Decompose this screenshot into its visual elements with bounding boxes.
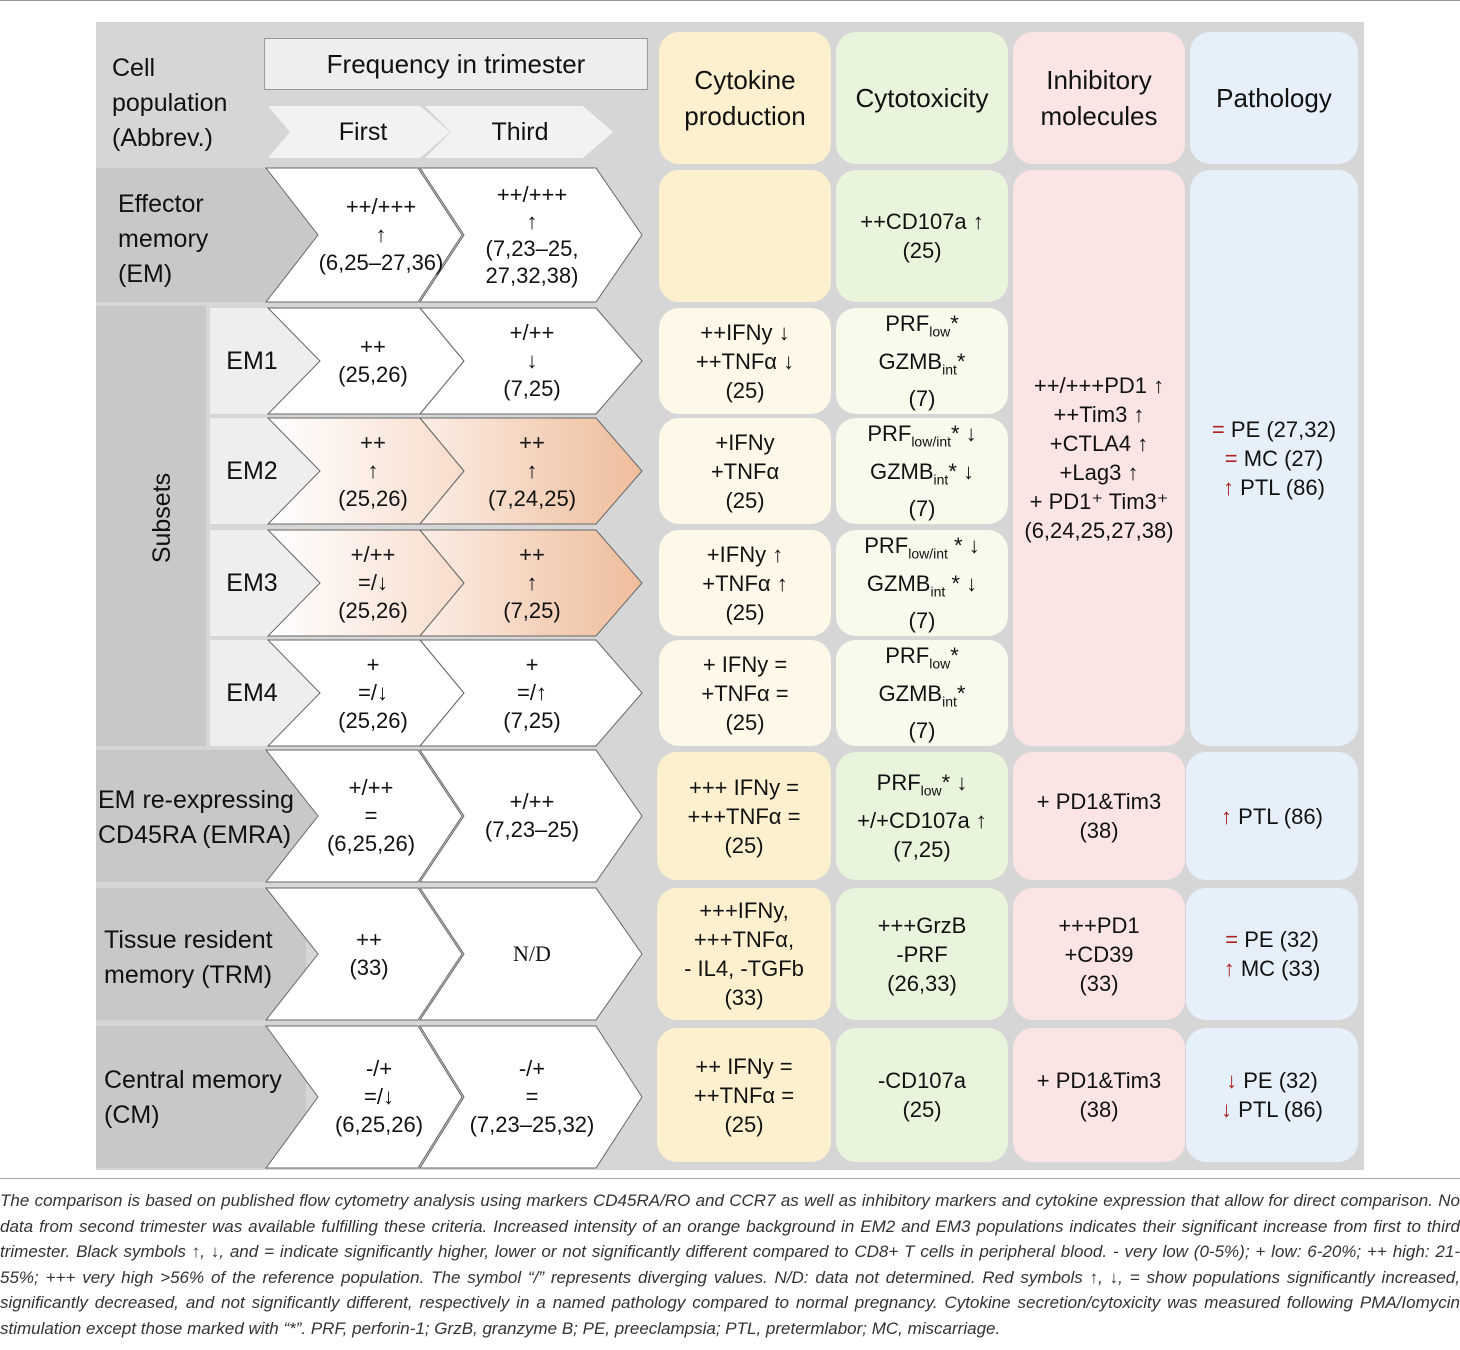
row-band-trm [96,888,306,1020]
pathology-line: ↓ PE (32) [1226,1068,1318,1093]
trm-cytokine-cell: +++IFNy, +++TNFα, - IL4, -TGFb (33) [657,888,831,1020]
top-rule [0,0,1460,1]
em4-cytotox-cell: PRFlow* GZMBint* (7) [836,640,1008,746]
label-em2: EM2 [226,457,278,485]
cm-pathology-cell: ↓ PE (32) ↓ PTL (86) [1186,1028,1358,1162]
em1-cytotox-cell: PRFlow* GZMBint* (7) [836,308,1008,414]
em1-cytokine-cell: ++IFNy ↓ ++TNFα ↓ (25) [659,308,831,414]
label-emra: EM re-expressing CD45RA (EMRA) [98,786,294,849]
label-effector-memory: Effector memory (EM) [118,189,209,288]
pathology-line: = PE (27,32) [1211,416,1337,442]
em-pathology-cell: = PE (27,32) = MC (27) ↑ PTL (86) [1190,170,1358,746]
pathology-line: ↑ MC (33) [1223,956,1321,981]
cm-inhibitory-cell: + PD1&Tim3 (38) [1013,1028,1185,1162]
cm-cytokine-cell: ++ IFNy = ++TNFα = (25) [657,1028,831,1162]
cm-cytotox-cell: -CD107a (25) [836,1028,1008,1162]
trm-pathology-cell: = PE (32) ↑ MC (33) [1186,888,1358,1020]
row-band-emra [96,750,316,882]
emra-pathology-cell: ↑ PTL (86) [1186,752,1358,880]
header-first: First [338,118,388,146]
table-caption: The comparison is based on published flo… [0,1191,1460,1338]
pathology-line: = PE (32) [1225,927,1319,952]
header-cytokine: Cytokine production [659,32,831,164]
em-inhibitory-cell: ++/+++PD1 ↑ ++Tim3 ↑ +CTLA4 ↑ +Lag3 ↑ + … [1013,170,1185,746]
pathology-line: = MC (27) [1224,445,1324,471]
em3-cytotox-cell: PRFlow/int * ↓ GZMBint * ↓ (7) [836,530,1008,636]
row-band-subsets [96,306,206,746]
trm-cytotox-cell: +++GrzB -PRF (26,33) [836,888,1008,1020]
emra-cytotox-cell: PRFlow* ↓ +/+CD107a ↑ (7,25) [836,752,1008,880]
label-trm: Tissue resident memory (TRM) [104,926,273,989]
header-pathology: Pathology [1190,32,1358,164]
header-inhibitory: Inhibitory molecules [1013,32,1185,164]
em4-cytokine-cell: + IFNy = +TNFα = (25) [659,640,831,746]
pathology-line: ↑ PTL (86) [1221,803,1323,829]
em3-cytokine-cell: +IFNy ↑ +TNFα ↑ (25) [659,530,831,636]
em-cytokine-cell [659,170,831,302]
label-cm: Central memory (CM) [104,1066,282,1129]
label-em3: EM3 [226,569,278,597]
em-cytotox-cell: ++CD107a ↑ (25) [836,170,1008,302]
emra-inhibitory-cell: + PD1&Tim3 (38) [1013,752,1185,880]
header-third: Third [491,118,549,146]
emra-cytokine-cell: +++ IFNy = +++TNFα = (25) [657,752,831,880]
row-band-cm [96,1026,306,1168]
pathology-line: ↑ PTL (86) [1223,474,1325,500]
trm-inhibitory-cell: +++PD1 +CD39 (33) [1013,888,1185,1020]
header-frequency: Frequency in trimester [326,48,586,79]
label-em4: EM4 [226,679,278,707]
label-em1: EM1 [226,347,278,375]
header-cell-population: Cell population (Abbrev.) [112,53,228,152]
header-cytotoxicity: Cytotoxicity [836,32,1008,164]
pathology-line: ↓ PTL (86) [1221,1097,1323,1122]
caption-rule [0,1178,1460,1179]
header-frequency-box: Frequency in trimester [264,38,648,90]
em2-cytotox-cell: PRFlow/int* ↓ GZMBint* ↓ (7) [836,418,1008,524]
em2-cytokine-cell: +IFNy +TNFα (25) [659,418,831,524]
label-subsets: Subsets [147,472,176,564]
